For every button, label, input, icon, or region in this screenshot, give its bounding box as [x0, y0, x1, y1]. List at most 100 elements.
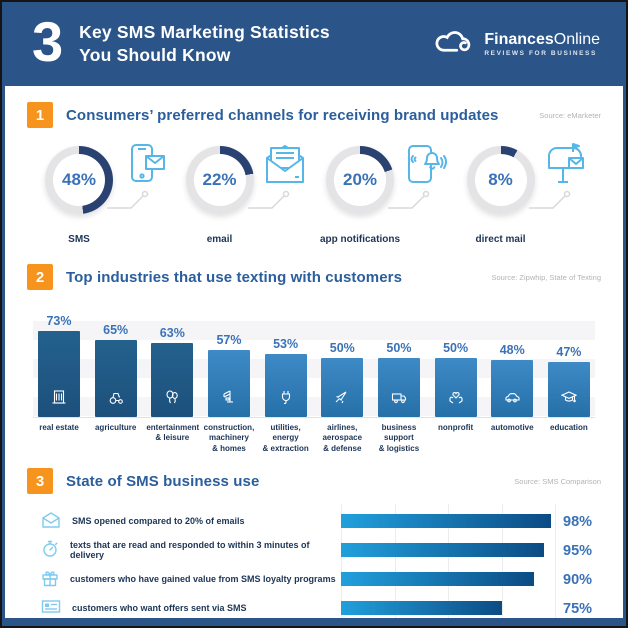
bar-category-label: construction, machinery & homes: [203, 423, 255, 453]
hands-heart-icon: [448, 389, 464, 410]
section-3-header: 3 State of SMS business use Source: SMS …: [27, 468, 601, 495]
bar-value-label: 63%: [159, 326, 185, 340]
cloud-logo-icon: [433, 27, 475, 62]
bar-category-label: utilities, energy & extraction: [262, 423, 309, 453]
logo-text: FinancesOnline REVIEWS FOR BUSINESS: [484, 31, 600, 58]
hbar-label-row-4: customers who want offers sent via SMS: [41, 595, 341, 618]
section-1-title: Consumers’ preferred channels for receiv…: [66, 106, 499, 124]
bar-education: 47%: [543, 345, 595, 417]
hbar-labels: SMS opened compared to 20% of emails tex…: [41, 508, 341, 618]
axis-tick: 100%: [504, 624, 522, 626]
bar-value-label: 50%: [329, 341, 355, 355]
donut-label-sms: SMS: [68, 234, 90, 245]
donut-value-app-notifications: 20%: [342, 170, 378, 189]
bar-business-support: 50%: [373, 341, 425, 417]
donut-value-email: 22%: [202, 170, 237, 189]
bar-category-label: business support & logistics: [378, 423, 420, 453]
bar-value-label: 50%: [443, 341, 469, 355]
axis-tick: 50%: [420, 624, 434, 626]
finances-online-logo[interactable]: FinancesOnline REVIEWS FOR BUSINESS: [433, 27, 600, 62]
hbar-row-3: 90%: [341, 566, 592, 591]
hbar-plot: 98% 95% 90% 75% 0%: [341, 504, 597, 626]
bar-category-label: education: [550, 423, 588, 432]
coupon-icon: [41, 599, 61, 616]
donut-chart-email: 22%: [185, 146, 254, 214]
bar-agriculture: 65%: [90, 323, 142, 417]
donut-item-app-notifications: 20% app notifications: [314, 142, 455, 254]
bar-category-label: real estate: [39, 423, 79, 432]
building-icon: [51, 389, 67, 410]
bar-real-estate: 73%: [33, 314, 85, 417]
hbar-label-row-2: texts that are read and responded to wit…: [41, 537, 341, 562]
bar-chart-category-labels: real estate agriculture entertainment & …: [33, 423, 595, 454]
mailbox-icon: [543, 142, 589, 193]
logo-tagline: REVIEWS FOR BUSINESS: [484, 50, 597, 58]
bar-value-label: 73%: [46, 314, 72, 328]
logo-name-light: Online: [553, 30, 600, 48]
hbar-label-row-1: SMS opened compared to 20% of emails: [41, 508, 341, 533]
page-title: Key SMS Marketing Statistics You Should …: [79, 22, 330, 65]
bar-chart-plot: 73% 65% 63%: [33, 302, 595, 418]
bar-airlines: 50%: [316, 341, 368, 417]
hbar-fill: [341, 571, 534, 586]
plug-icon: [278, 389, 294, 410]
section-2-title: Top industries that use texting with cus…: [66, 268, 403, 286]
section-2-source: Source: Zipwhip, State of Texting: [491, 272, 601, 282]
bar-category-label: entertainment & leisure: [146, 423, 200, 443]
donut-chart-sms: 48%: [45, 146, 113, 214]
section-3-number-badge: 3: [27, 468, 53, 495]
header: 3 Key SMS Marketing Statistics You Shoul…: [2, 2, 626, 86]
bar-value-label: 47%: [556, 345, 582, 359]
bar-value-label: 50%: [386, 341, 412, 355]
crane-icon: [221, 389, 237, 410]
hbar-row-2: 95%: [341, 537, 592, 562]
hbar-value-label: 95%: [563, 542, 593, 559]
hbar-fill: [341, 600, 502, 615]
section-1-header: 1 Consumers’ preferred channels for rece…: [27, 102, 601, 128]
donut-chart-direct-mail: 8%: [466, 146, 535, 214]
graduation-cap-icon: [560, 389, 578, 410]
open-envelope-icon: [262, 142, 308, 191]
balloons-icon: [164, 389, 180, 410]
connector-line: [247, 190, 289, 209]
axis-tick: 0%: [341, 624, 351, 626]
bar-category-label: nonprofit: [438, 423, 474, 432]
connector-line: [388, 190, 430, 209]
phone-sms-icon: [124, 142, 168, 193]
hbar-axis: 0% 25% 50% 75% 100%: [341, 624, 513, 626]
airplane-icon: [334, 389, 350, 410]
donut-item-direct-mail: 8%: [455, 142, 596, 254]
bar-category-label: agriculture: [94, 423, 137, 432]
hbar-value-label: 90%: [563, 571, 593, 588]
preferred-channels-donut-row: 48% SMS: [27, 128, 601, 260]
bar-utilities: 53%: [260, 337, 312, 417]
donut-value-direct-mail: 8%: [488, 170, 513, 189]
hbar-fill: [341, 513, 551, 528]
hbar-row-1: 98%: [341, 508, 592, 533]
bar-construction: 57%: [203, 333, 255, 417]
sms-business-use-chart: SMS opened compared to 20% of emails tex…: [27, 504, 601, 626]
donut-value-sms: 48%: [61, 170, 97, 189]
bar-value-label: 48%: [499, 343, 525, 357]
hbar-label-text: SMS opened compared to 20% of emails: [72, 515, 245, 526]
phone-bell-icon: [403, 142, 449, 193]
truck-icon: [391, 389, 407, 410]
envelope-icon: [41, 511, 61, 530]
section-2-number-badge: 2: [27, 264, 53, 290]
section-2-header: 2 Top industries that use texting with c…: [27, 264, 601, 290]
bar-value-label: 65%: [103, 323, 129, 337]
section-3-source: Source: SMS Comparison: [514, 476, 601, 486]
hbar-label-text: customers who want offers sent via SMS: [72, 602, 247, 613]
stopwatch-icon: [41, 540, 59, 560]
donut-label-email: email: [206, 234, 233, 245]
hbar-label-text: texts that are read and responded to wit…: [70, 539, 310, 560]
bar-category-label: airlines, aerospace & defense: [322, 423, 363, 453]
donut-label-direct-mail: direct mail: [475, 234, 526, 245]
connector-line: [107, 190, 149, 209]
hbar-label-row-3: customers who have gained value from SMS…: [41, 566, 341, 591]
section-1-source: Source: eMarketer: [539, 110, 601, 120]
content-area: 1 Consumers’ preferred channels for rece…: [2, 86, 626, 626]
bar-value-label: 53%: [273, 337, 299, 351]
donut-label-app-notifications: app notifications: [320, 234, 400, 245]
